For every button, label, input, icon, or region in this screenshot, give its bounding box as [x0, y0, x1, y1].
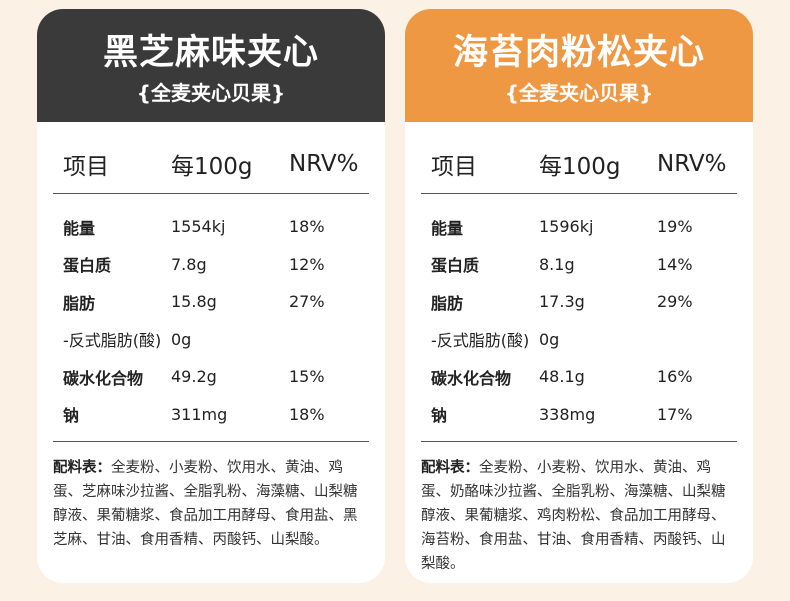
ingredients-text: 全麦粉、小麦粉、饮用水、黄油、鸡蛋、奶酪味沙拉酱、全脂乳粉、海藻糖、山梨糖醇液、… [421, 460, 726, 572]
product-subtitle: {全麦夹心贝果} [136, 81, 286, 105]
nutrient-name: 能量 [431, 218, 464, 238]
nutrient-nrv: 18% [289, 217, 325, 237]
nutrient-nrv: 18% [289, 404, 325, 424]
nutrient-name: 蛋白质 [431, 256, 480, 276]
nutrient-name: 脂肪 [63, 293, 96, 313]
nutrient-nrv: 12% [289, 254, 325, 274]
nutrition-card-seaweed-floss: 海苔肉粉松夹心 {全麦夹心贝果} 项目 每100g NRV% 能量 1596kj… [405, 9, 753, 583]
nutrient-name: 碳水化合物 [63, 368, 144, 388]
nutrient-value: 1596kj [539, 217, 594, 237]
nutrition-card-black-sesame: 黑芝麻味夹心 {全麦夹心贝果} 项目 每100g NRV% 能量 1554kj … [37, 9, 385, 583]
card-header: 黑芝麻味夹心 {全麦夹心贝果} [37, 9, 385, 122]
table-row: 脂肪 17.3g 29% [421, 283, 737, 321]
column-header-item: 项目 [63, 153, 109, 180]
product-title: 黑芝麻味夹心 [102, 33, 319, 73]
nutrition-table: 能量 1554kj 18% 蛋白质 7.8g 12% 脂肪 15.8g 27% … [53, 208, 369, 442]
table-header: 项目 每100g NRV% [421, 142, 737, 194]
table-header: 项目 每100g NRV% [53, 142, 369, 194]
nutrient-nrv: 19% [657, 217, 693, 237]
nutrient-name: 脂肪 [431, 293, 464, 313]
nutrient-value: 311mg [171, 404, 228, 424]
nutrient-value: 8.1g [539, 254, 575, 274]
nutrient-name: 能量 [63, 218, 96, 238]
column-header-nrv: NRV% [657, 150, 727, 177]
nutrient-value: 0g [539, 329, 560, 349]
column-header-item: 项目 [431, 153, 477, 180]
ingredients-text: 全麦粉、小麦粉、饮用水、黄油、鸡蛋、芝麻味沙拉酱、全脂乳粉、海藻糖、山梨糖醇液、… [53, 460, 358, 548]
nutrient-value: 49.2g [171, 367, 217, 387]
table-row: 碳水化合物 48.1g 16% [421, 358, 737, 396]
product-subtitle: {全麦夹心贝果} [504, 81, 654, 105]
nutrient-name: -反式脂肪(酸) [63, 331, 162, 351]
nutrient-name: -反式脂肪(酸) [431, 331, 530, 351]
card-header: 海苔肉粉松夹心 {全麦夹心贝果} [405, 9, 753, 122]
nutrient-name: 钠 [63, 406, 80, 426]
nutrient-nrv: 15% [289, 367, 325, 387]
nutrition-table: 能量 1596kj 19% 蛋白质 8.1g 14% 脂肪 17.3g 29% … [421, 208, 737, 442]
nutrient-value: 17.3g [539, 292, 585, 312]
ingredients-label: 配料表： [53, 460, 111, 476]
table-row: 钠 311mg 18% [53, 396, 369, 434]
nutrient-nrv: 14% [657, 254, 693, 274]
product-title: 海苔肉粉松夹心 [452, 33, 705, 73]
nutrient-value: 1554kj [171, 217, 226, 237]
table-row: 碳水化合物 49.2g 15% [53, 358, 369, 396]
table-row: 脂肪 15.8g 27% [53, 283, 369, 321]
nutrient-value: 7.8g [171, 254, 207, 274]
table-row: -反式脂肪(酸) 0g [421, 321, 737, 359]
ingredients: 配料表：全麦粉、小麦粉、饮用水、黄油、鸡蛋、奶酪味沙拉酱、全脂乳粉、海藻糖、山梨… [421, 456, 737, 576]
nutrient-nrv: 27% [289, 292, 325, 312]
ingredients: 配料表：全麦粉、小麦粉、饮用水、黄油、鸡蛋、芝麻味沙拉酱、全脂乳粉、海藻糖、山梨… [53, 456, 369, 552]
nutrient-nrv: 16% [657, 367, 693, 387]
nutrient-name: 蛋白质 [63, 256, 112, 276]
ingredients-label: 配料表： [421, 460, 479, 476]
nutrient-value: 15.8g [171, 292, 217, 312]
table-row: 钠 338mg 17% [421, 396, 737, 434]
table-row: 蛋白质 7.8g 12% [53, 246, 369, 284]
column-header-per100g: 每100g [539, 153, 621, 180]
column-header-nrv: NRV% [289, 150, 359, 177]
nutrient-value: 48.1g [539, 367, 585, 387]
table-row: -反式脂肪(酸) 0g [53, 321, 369, 359]
nutrient-name: 碳水化合物 [431, 368, 512, 388]
table-row: 蛋白质 8.1g 14% [421, 246, 737, 284]
table-row: 能量 1596kj 19% [421, 208, 737, 246]
nutrient-nrv: 17% [657, 404, 693, 424]
nutrient-value: 0g [171, 329, 192, 349]
nutrient-name: 钠 [431, 406, 448, 426]
table-row: 能量 1554kj 18% [53, 208, 369, 246]
column-header-per100g: 每100g [171, 153, 253, 180]
nutrient-value: 338mg [539, 404, 596, 424]
nutrient-nrv: 29% [657, 292, 693, 312]
